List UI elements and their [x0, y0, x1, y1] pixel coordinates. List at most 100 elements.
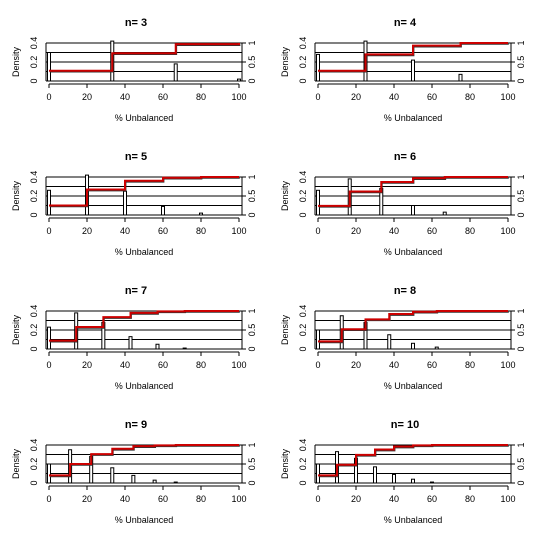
y-tick-label: 0.2: [29, 324, 39, 337]
bar: [110, 467, 115, 484]
y-tick-label: 0.4: [298, 305, 308, 318]
x-tick-label: 100: [500, 494, 515, 504]
y-tick-label: 0.2: [298, 324, 308, 337]
right-tick-label: 0: [516, 346, 526, 351]
bar: [47, 463, 51, 484]
right-tick-label: 0: [516, 78, 526, 83]
chart-title: n= 3: [125, 17, 147, 29]
chart-title: n= 4: [394, 17, 417, 29]
chart-title: n= 9: [125, 419, 147, 431]
x-tick-label: 0: [315, 360, 320, 370]
right-tick-label: 0: [516, 480, 526, 485]
bar: [411, 342, 415, 350]
chart-title: n= 6: [394, 151, 416, 163]
bar: [458, 73, 463, 82]
x-tick-label: 60: [427, 494, 437, 504]
bar: [316, 53, 320, 82]
bar: [199, 212, 203, 216]
x-axis-label: % Unbalanced: [384, 113, 443, 123]
x-tick-label: 40: [120, 494, 130, 504]
x-tick-label: 60: [158, 494, 168, 504]
x-tick-label: 20: [82, 494, 92, 504]
right-tick-label: 0.5: [516, 324, 526, 337]
bar: [411, 478, 415, 484]
y-tick-label: 0.2: [29, 56, 39, 69]
y-tick-label: 0.4: [29, 439, 39, 452]
ecdf-line-shadow: [49, 445, 240, 478]
y-axis-label: Density: [11, 448, 21, 479]
ecdf-line: [49, 43, 240, 72]
chart-panel: n= 9 0 0.2 0.4 Density 0 0.5 1 0 20 40 60 80 100 % Unb…: [11, 419, 257, 525]
x-tick-label: 0: [46, 226, 51, 236]
y-tick-label: 0.2: [29, 458, 39, 471]
right-tick-label: 0: [247, 346, 257, 351]
bar: [123, 190, 127, 216]
x-tick-label: 80: [196, 494, 206, 504]
right-tick-label: 0.5: [247, 324, 257, 337]
chart-title: n= 8: [394, 285, 416, 297]
x-tick-label: 0: [315, 494, 320, 504]
x-tick-label: 20: [82, 360, 92, 370]
bar: [316, 189, 320, 216]
ecdf-line: [49, 176, 239, 207]
right-tick-label: 1: [516, 308, 526, 313]
bar: [237, 78, 241, 82]
y-tick-label: 0: [298, 78, 308, 83]
x-tick-label: 60: [158, 92, 168, 102]
x-tick-label: 80: [465, 226, 475, 236]
y-tick-label: 0.4: [29, 37, 39, 50]
ecdf-line: [49, 444, 239, 477]
x-tick-label: 20: [351, 360, 361, 370]
x-tick-label: 80: [465, 494, 475, 504]
right-tick-label: 0.5: [247, 56, 257, 69]
bar: [316, 329, 320, 350]
y-tick-label: 0: [29, 346, 39, 351]
right-tick-label: 1: [247, 308, 257, 313]
chart-panel: n= 4 0 0.2 0.4 Density 0 0.5 1 0 20 40 60 80 100 % Unb…: [280, 17, 526, 123]
y-tick-label: 0.2: [298, 56, 308, 69]
x-tick-label: 80: [196, 360, 206, 370]
x-tick-label: 80: [196, 92, 206, 102]
ecdf-line: [49, 310, 239, 342]
y-tick-label: 0: [298, 480, 308, 485]
x-tick-label: 0: [315, 92, 320, 102]
x-tick-label: 80: [196, 226, 206, 236]
x-axis-label: % Unbalanced: [115, 247, 174, 257]
y-tick-label: 0.4: [29, 305, 39, 318]
x-tick-label: 60: [427, 360, 437, 370]
x-tick-label: 20: [351, 494, 361, 504]
x-axis-label: % Unbalanced: [115, 113, 174, 123]
chart-panel: n= 6 0 0.2 0.4 Density 0 0.5 1 0 20 40 60 80 100 % Unb…: [280, 151, 526, 257]
x-tick-label: 100: [500, 226, 515, 236]
x-tick-label: 100: [231, 92, 246, 102]
x-tick-label: 20: [82, 92, 92, 102]
x-tick-label: 100: [231, 226, 246, 236]
x-tick-label: 40: [120, 360, 130, 370]
ecdf-line-shadow: [318, 311, 509, 344]
x-tick-label: 60: [427, 226, 437, 236]
x-tick-label: 80: [465, 92, 475, 102]
x-tick-label: 40: [389, 360, 399, 370]
right-tick-label: 0.5: [247, 190, 257, 203]
x-tick-label: 20: [351, 92, 361, 102]
y-tick-label: 0.4: [298, 171, 308, 184]
y-axis-label: Density: [280, 448, 290, 479]
chart-title: n= 5: [125, 151, 147, 163]
right-tick-label: 0.5: [516, 458, 526, 471]
x-tick-label: 100: [231, 360, 246, 370]
y-tick-label: 0.4: [29, 171, 39, 184]
ecdf-line: [318, 42, 508, 72]
x-tick-label: 100: [231, 494, 246, 504]
bar: [182, 347, 187, 350]
bar: [411, 59, 415, 82]
x-tick-label: 60: [158, 360, 168, 370]
bar: [411, 205, 415, 216]
y-axis-label: Density: [11, 46, 21, 77]
bar: [152, 479, 157, 484]
y-tick-label: 0: [298, 346, 308, 351]
right-tick-label: 1: [247, 442, 257, 447]
bar: [316, 463, 320, 484]
right-tick-label: 1: [247, 40, 257, 45]
right-tick-label: 1: [516, 40, 526, 45]
